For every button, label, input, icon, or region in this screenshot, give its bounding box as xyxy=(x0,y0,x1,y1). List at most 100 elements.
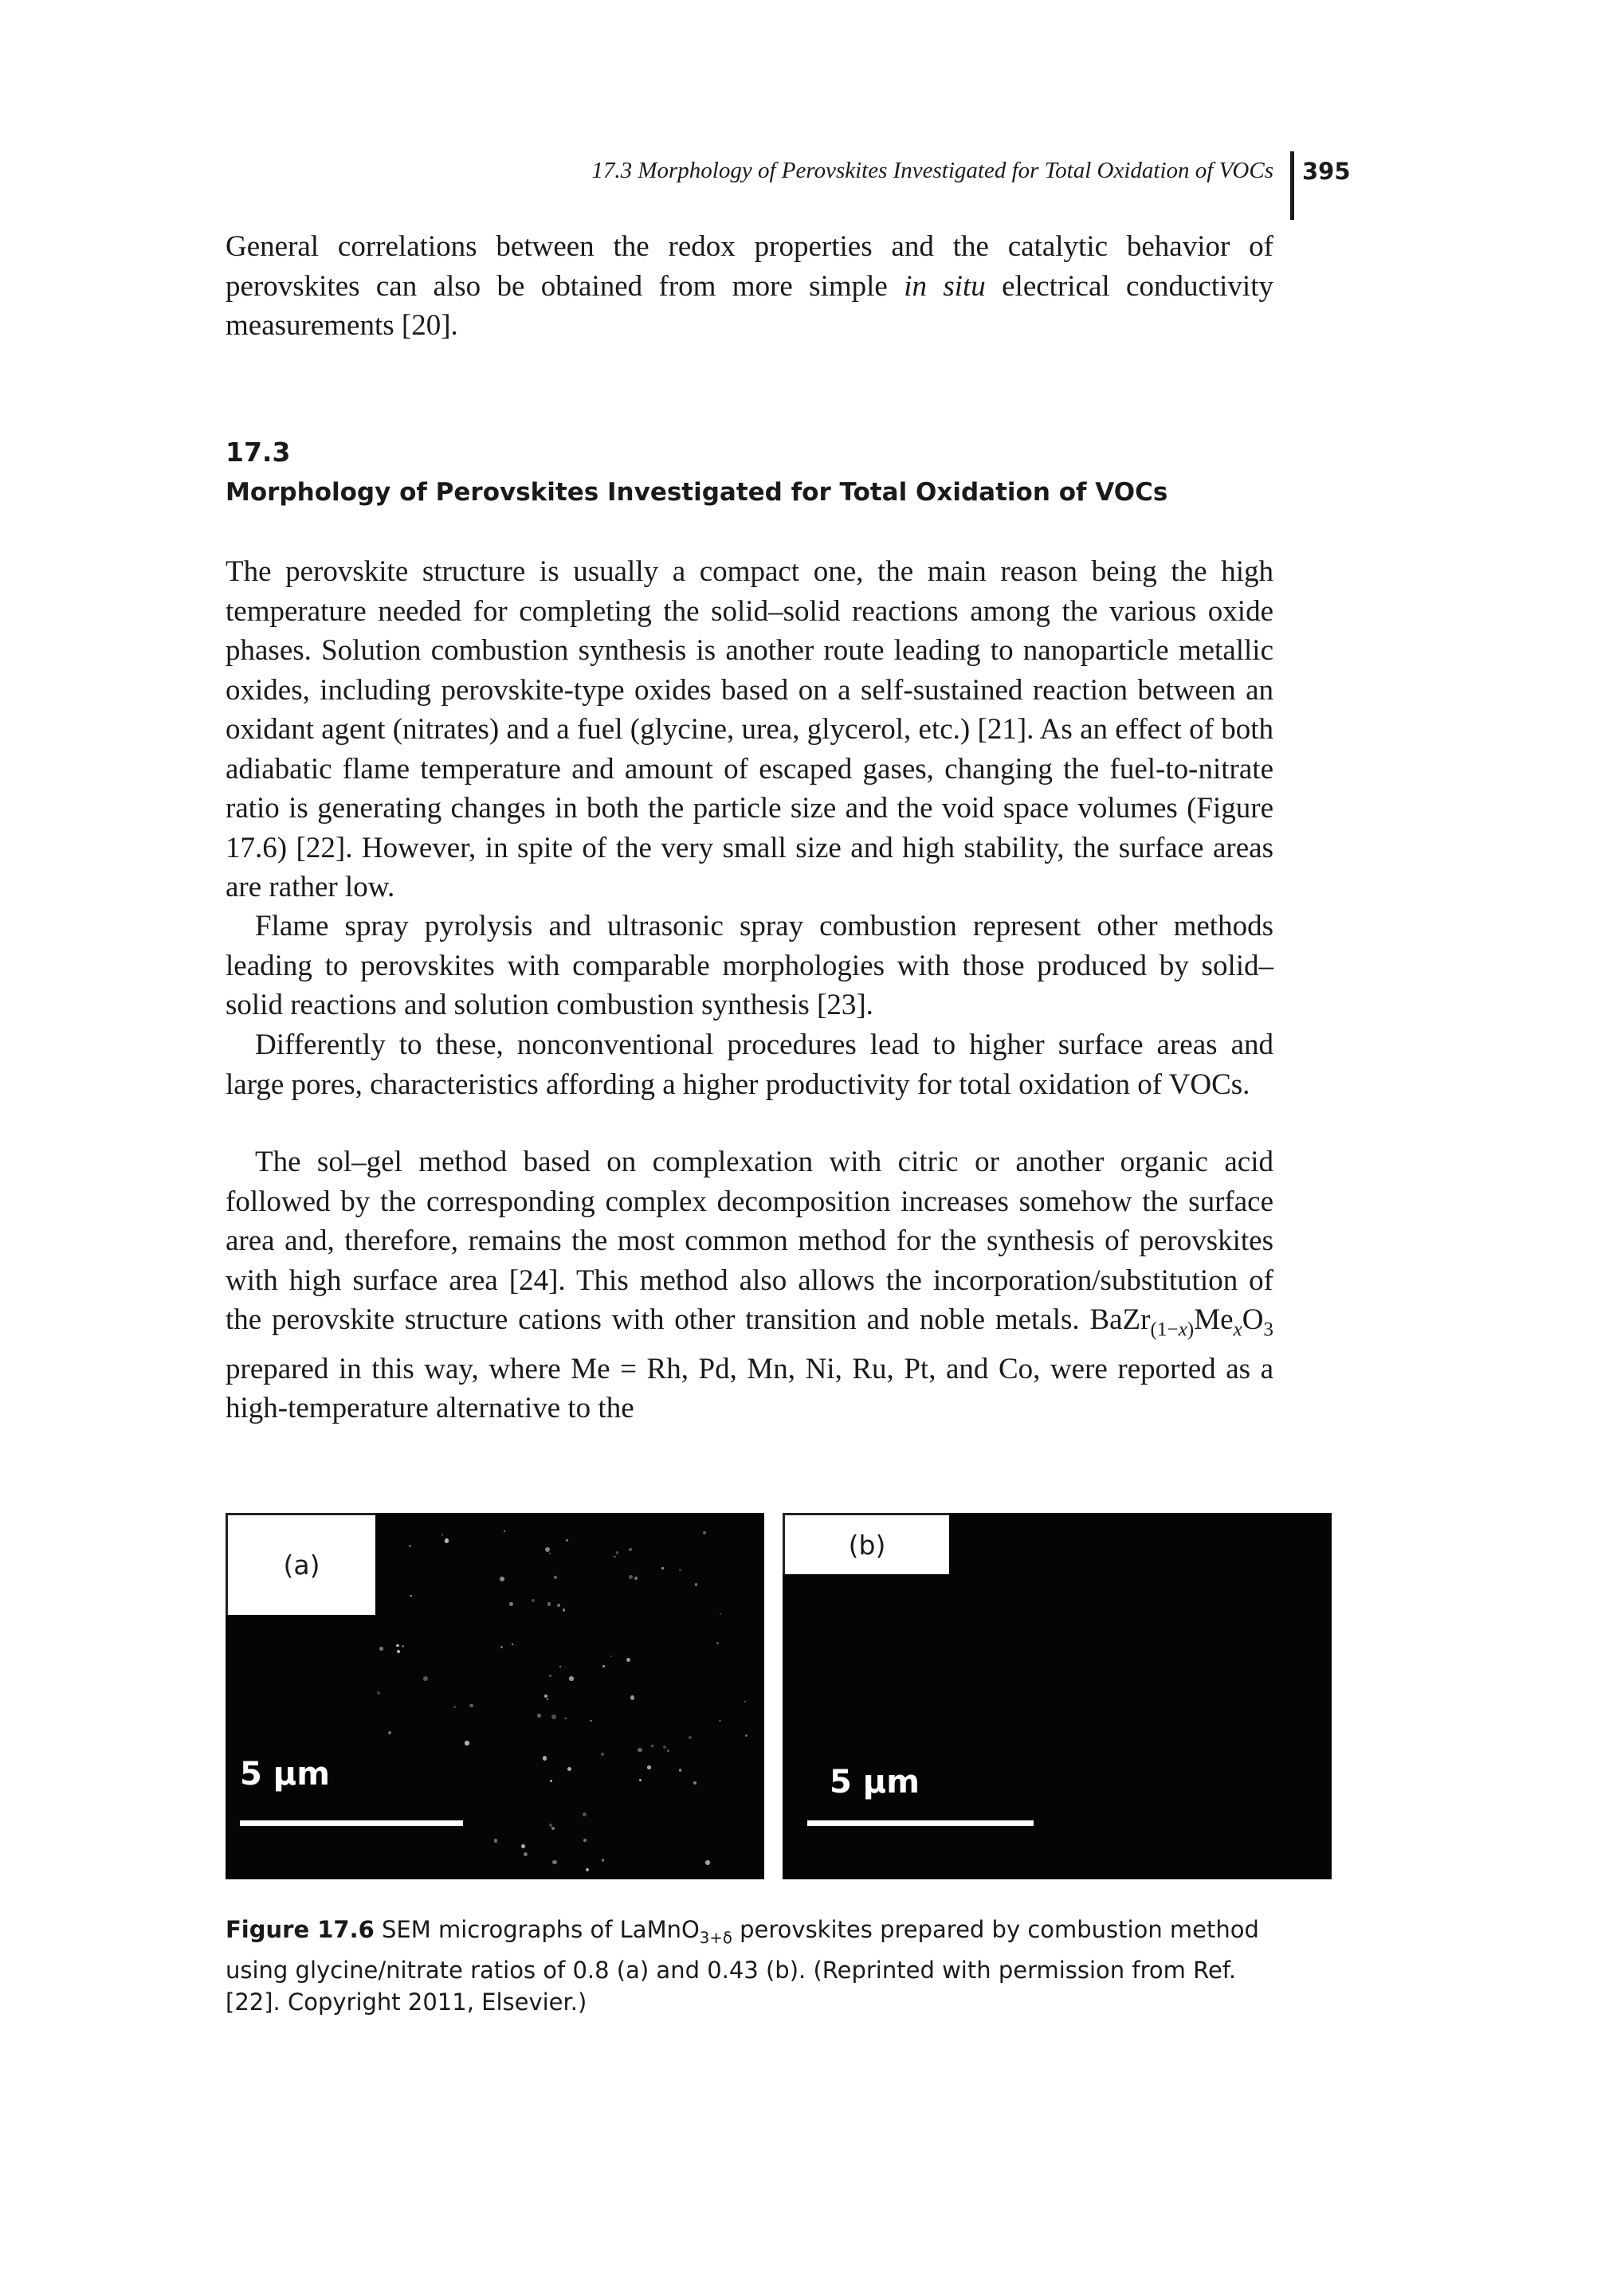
speckle xyxy=(552,1859,557,1865)
paragraph: Flame spray pyrolysis and ultrasonic spr… xyxy=(226,907,1273,1025)
speckle xyxy=(630,1695,635,1701)
scale-bar xyxy=(807,1820,1034,1826)
speckle xyxy=(396,1650,400,1654)
panel-label: (a) xyxy=(226,1513,375,1615)
speckle xyxy=(556,1603,561,1608)
speckle xyxy=(549,1780,553,1783)
speckle xyxy=(744,1734,748,1738)
speckle xyxy=(602,1859,605,1862)
speckle xyxy=(500,1646,504,1649)
speckle xyxy=(422,1676,428,1682)
speckle xyxy=(532,1599,535,1602)
speckle xyxy=(465,1741,469,1746)
speckle xyxy=(564,1717,567,1720)
speckle xyxy=(614,1555,616,1558)
speckle xyxy=(585,1867,590,1872)
speckle xyxy=(744,1701,746,1703)
speckle xyxy=(667,1749,669,1752)
speckle xyxy=(590,1719,592,1722)
speckle xyxy=(720,1613,722,1616)
speckle xyxy=(503,1530,505,1533)
speckle xyxy=(547,1602,551,1606)
speckle xyxy=(569,1676,574,1681)
header-rule xyxy=(1290,151,1294,220)
scale-bar xyxy=(240,1820,463,1826)
speckle xyxy=(582,1812,587,1816)
text: Flame spray pyrolysis and ultrasonic spr… xyxy=(226,910,1273,1021)
text: ) xyxy=(1187,1318,1195,1341)
speckle xyxy=(551,1714,556,1720)
speckle xyxy=(662,1745,666,1749)
text: prepared in this way, where Me = Rh, Pd,… xyxy=(226,1352,1273,1425)
speckle xyxy=(626,1658,631,1663)
speckle xyxy=(444,1538,449,1543)
speckle xyxy=(567,1767,571,1772)
section-title: Morphology of Perovskites Investigated f… xyxy=(226,478,1168,507)
speckle xyxy=(521,1843,526,1848)
scale-label: 5 µm xyxy=(240,1756,330,1793)
speckle xyxy=(637,1747,642,1753)
text: SEM micrographs of LaMnO xyxy=(374,1916,700,1943)
speckle xyxy=(694,1583,697,1586)
speckle xyxy=(508,1601,513,1606)
speckle xyxy=(549,1675,552,1678)
speckle xyxy=(601,1752,605,1756)
speckle xyxy=(493,1839,497,1843)
text: 3 xyxy=(1263,1318,1273,1341)
section-number: 17.3 xyxy=(226,437,291,468)
speckle xyxy=(661,1567,664,1570)
speckle xyxy=(453,1706,457,1709)
speckle xyxy=(388,1731,391,1734)
text: x xyxy=(1234,1318,1242,1340)
speckle xyxy=(554,1575,558,1579)
text: Differently to these, nonconventional pr… xyxy=(226,1028,1273,1101)
speckle xyxy=(379,1647,383,1651)
text: General correlations between the redox p… xyxy=(226,230,1273,303)
speckle xyxy=(679,1569,682,1571)
speckle xyxy=(542,1756,547,1761)
text: x xyxy=(1178,1318,1187,1341)
speckle xyxy=(523,1852,528,1857)
caption-label: Figure 17.6 xyxy=(226,1916,375,1943)
speckle xyxy=(545,1547,551,1553)
speckle xyxy=(408,1545,411,1547)
scale-label: 5 µm xyxy=(830,1764,920,1800)
speckle xyxy=(583,1838,587,1842)
speckle xyxy=(401,1645,404,1648)
paragraph: General correlations between the redox p… xyxy=(226,227,1273,346)
paragraph: The sol–gel method based on complexation… xyxy=(226,1142,1273,1428)
text: x xyxy=(1233,1318,1242,1341)
micrograph: (a) 5 µm xyxy=(226,1513,764,1879)
speckle xyxy=(702,1530,706,1534)
speckle xyxy=(719,1720,721,1722)
speckle xyxy=(562,1608,566,1612)
speckle xyxy=(634,1576,638,1580)
paragraph: Differently to these, nonconventional pr… xyxy=(226,1025,1273,1104)
text: The perovskite structure is usually a co… xyxy=(226,555,1273,903)
text: 3+δ xyxy=(699,1928,732,1947)
speckle xyxy=(693,1781,697,1785)
speckle xyxy=(441,1534,444,1536)
speckle xyxy=(651,1745,654,1748)
text: O xyxy=(1242,1303,1264,1336)
running-title: 17.3 Morphology of Perovskites Investiga… xyxy=(591,158,1273,183)
speckle xyxy=(549,1552,551,1554)
speckle xyxy=(688,1736,693,1740)
text: in situ xyxy=(904,269,986,303)
speckle xyxy=(500,1577,504,1581)
speckle xyxy=(377,1691,380,1695)
speckle xyxy=(602,1664,606,1667)
speckle xyxy=(615,1550,619,1554)
text: Me xyxy=(1194,1303,1234,1336)
text: perovskites prepared by combustion metho… xyxy=(226,1916,1259,2016)
paragraph: The perovskite structure is usually a co… xyxy=(226,552,1273,907)
speckle xyxy=(559,1666,562,1668)
text: (1−x) xyxy=(1150,1318,1194,1340)
speckle xyxy=(629,1574,633,1579)
speckle xyxy=(628,1547,632,1551)
speckle xyxy=(469,1703,473,1707)
speckle xyxy=(647,1765,652,1769)
micrograph: (b) 5 µm xyxy=(783,1513,1332,1879)
speckle xyxy=(566,1538,569,1542)
